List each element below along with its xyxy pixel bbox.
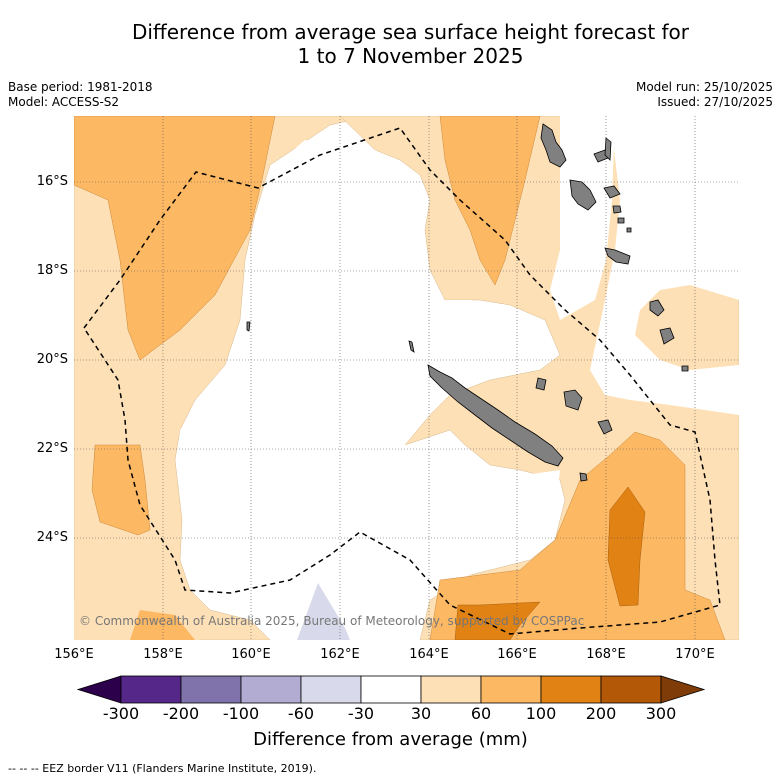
loyalty-islands-mare (597, 419, 613, 435)
lon-label-158e: 158°E (143, 647, 183, 662)
vanuatu-small-1 (612, 205, 622, 214)
loyalty-islands-lifou (563, 389, 583, 411)
orange-north-center (439, 116, 541, 286)
lon-label-160e: 160°E (231, 647, 271, 662)
colorbar-tick: 200 (585, 704, 617, 723)
copyright-note: © Commonwealth of Australia 2025, Bureau… (79, 614, 585, 628)
vanuatu-small-3 (626, 227, 632, 233)
landmasses (246, 123, 689, 482)
colorbar-tick: 100 (525, 704, 557, 723)
lat-label-20s: 20°S (36, 352, 68, 367)
dark-orange-east (607, 486, 646, 607)
dark-orange-south (454, 601, 541, 640)
colorbar-tick: 30 (410, 704, 432, 723)
lon-label-168e: 168°E (586, 647, 626, 662)
colorbar (76, 675, 706, 704)
lavender-south (297, 583, 350, 640)
belep-islets (408, 340, 415, 353)
vanuatu-epi (603, 185, 621, 199)
lon-label-156e: 156°E (54, 647, 94, 662)
meta-left: Base period: 1981-2018 Model: ACCESS-S2 (8, 80, 153, 110)
colorbar-tick: -60 (287, 704, 315, 723)
lat-label-22s: 22°S (36, 441, 68, 456)
orange-northwest (74, 116, 276, 361)
model-run: Model run: 25/10/2025 (635, 80, 773, 94)
new-caledonia-main (427, 364, 564, 467)
eez-border (83, 127, 721, 635)
orange-bottom-left (130, 610, 195, 640)
colorbar-tick: -100 (222, 704, 260, 723)
meta-right: Model run: 25/10/2025 Issued: 27/10/2025 (636, 80, 773, 110)
issued-date: Issued: 27/10/2025 (657, 95, 773, 109)
vanuatu-malekula (569, 179, 597, 211)
chesterfield-islet (246, 321, 251, 332)
colorbar-title: Difference from average (mm) (253, 729, 528, 750)
colorbar-extend-high (660, 675, 706, 704)
lat-label-18s: 18°S (36, 263, 68, 278)
loyalty-islands-ouvea (535, 377, 547, 391)
vanuatu-aneityum (681, 365, 689, 372)
lon-label-162e: 162°E (320, 647, 360, 662)
colorbar-tick: -30 (347, 704, 375, 723)
white-ocean-north-gap (550, 116, 615, 320)
map-area (74, 116, 739, 640)
colorbar-segment (420, 675, 482, 704)
colorbar-segment (600, 675, 662, 704)
colorbar-segment (240, 675, 302, 704)
vanuatu-erromango (659, 327, 675, 345)
vanuatu-small-2 (617, 217, 625, 224)
vanuatu-efate (604, 247, 631, 265)
lat-label-24s: 24°S (36, 530, 68, 545)
orange-southeast (429, 431, 726, 640)
colorbar-segment (480, 675, 542, 704)
colorbar-tick: 300 (645, 704, 677, 723)
colorbar-segment (300, 675, 362, 704)
vanuatu-tanna (649, 299, 665, 317)
lat-label-16s: 16°S (36, 174, 68, 189)
map-title: Difference from average sea surface heig… (0, 20, 781, 68)
vanuatu-pentecost (604, 137, 612, 161)
vanuatu-espiritu-santo (540, 123, 567, 168)
white-ocean-east (590, 116, 739, 415)
colorbar-segment (120, 675, 182, 704)
colorbar-segment (360, 675, 422, 704)
white-ocean-central (176, 140, 560, 640)
colorbar-segment (540, 675, 602, 704)
isle-of-pines (579, 472, 588, 482)
lon-label-164e: 164°E (409, 647, 449, 662)
colorbar-tick: -300 (102, 704, 140, 723)
graticule (74, 116, 739, 640)
colorbar-tick: 60 (470, 704, 492, 723)
lon-label-166e: 166°E (497, 647, 537, 662)
eez-legend-note: -- -- -- EEZ border V11 (Flanders Marine… (8, 762, 317, 775)
base-period: Base period: 1981-2018 (8, 80, 153, 94)
colorbar-tick: -200 (162, 704, 200, 723)
model-name: Model: ACCESS-S2 (8, 95, 120, 109)
orange-west-blob (91, 444, 151, 536)
title-line-1: Difference from average sea surface heig… (131, 20, 690, 44)
colorbar-extend-low (76, 675, 122, 704)
title-line-2: 1 to 7 November 2025 (297, 44, 524, 68)
colorbar-segment (180, 675, 242, 704)
lon-label-170e: 170°E (675, 647, 715, 662)
